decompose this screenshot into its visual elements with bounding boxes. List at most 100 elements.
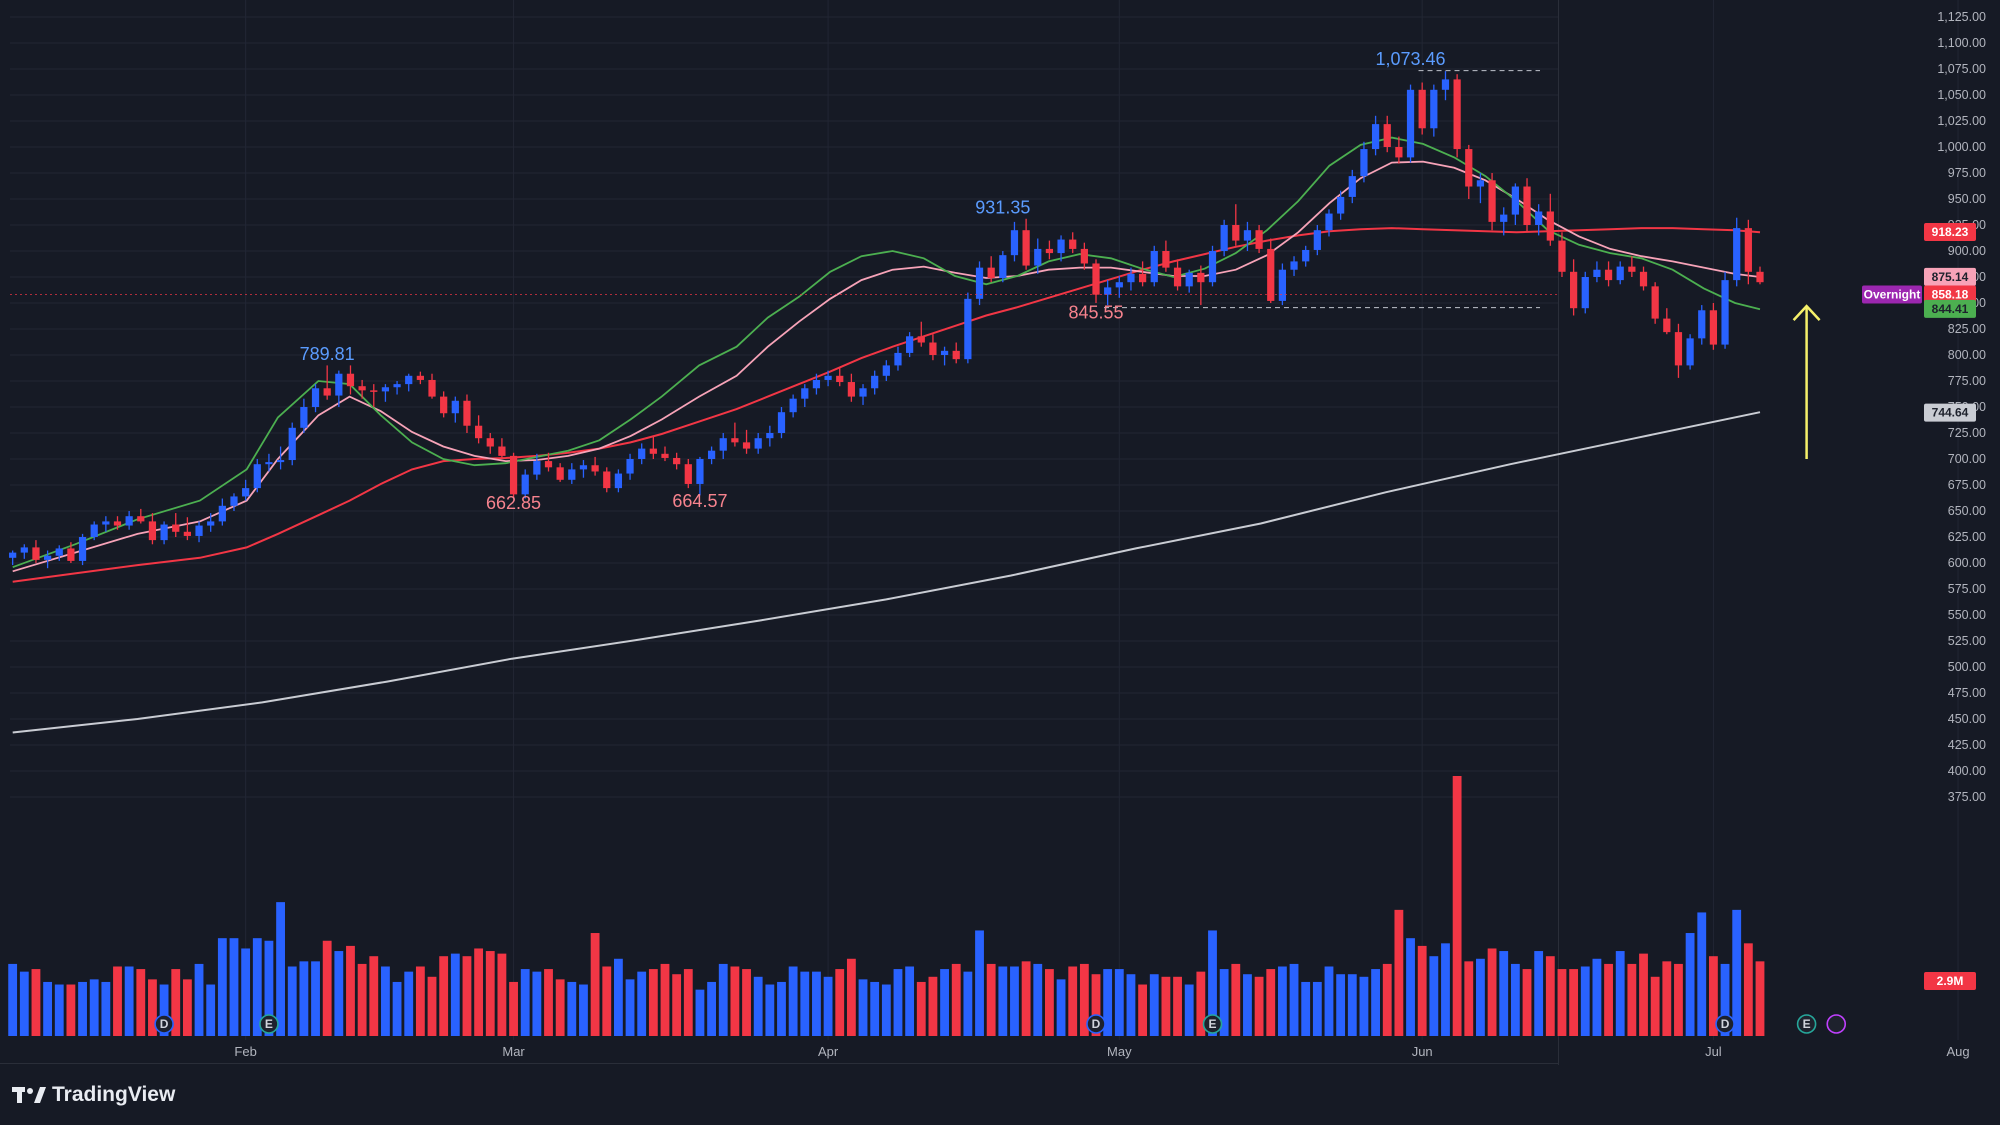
volume-bar bbox=[777, 981, 786, 1036]
overlays: 789.81 662.85 664.57 931.35 845.55 1,073.46 D E… bbox=[10, 49, 1847, 1034]
volume-bar bbox=[1114, 969, 1124, 1036]
volume-bar bbox=[916, 981, 926, 1036]
volume-bar bbox=[1126, 974, 1136, 1036]
volume-bar bbox=[730, 966, 740, 1036]
volume-bar bbox=[648, 969, 658, 1036]
volume-bar bbox=[1359, 976, 1369, 1036]
ma-fast-line bbox=[12, 136, 1761, 569]
candle-body bbox=[1138, 273, 1147, 283]
candle-body bbox=[311, 388, 320, 407]
volume-bar bbox=[1173, 976, 1182, 1036]
volume-bar bbox=[206, 984, 216, 1036]
price-label-high: 931.35 bbox=[975, 198, 1030, 218]
tradingview-logo[interactable]: TradingView bbox=[12, 1080, 175, 1110]
moving-averages bbox=[12, 136, 1761, 734]
volume-bar bbox=[1371, 969, 1380, 1036]
volume-bar bbox=[1103, 969, 1113, 1036]
volume-bar bbox=[1289, 963, 1299, 1036]
candle-body bbox=[1185, 272, 1193, 287]
candle-body bbox=[603, 471, 611, 489]
price-label-high: 1,073.46 bbox=[1375, 49, 1445, 69]
candle-body bbox=[218, 505, 226, 522]
volume-bar bbox=[823, 976, 833, 1036]
volume-bar bbox=[194, 963, 204, 1036]
volume-bar bbox=[1604, 963, 1613, 1036]
brand-name: TradingView bbox=[52, 1083, 176, 1106]
volume-bar bbox=[870, 981, 880, 1036]
month-label: Mar bbox=[502, 1044, 525, 1059]
candle-body bbox=[556, 467, 564, 480]
volume-bar bbox=[613, 958, 623, 1036]
candle-body bbox=[579, 465, 588, 470]
axis-tag-value: 858.18 bbox=[1932, 287, 1969, 301]
candle-body bbox=[1325, 213, 1333, 231]
candle-body bbox=[1232, 225, 1240, 241]
lightning-icon bbox=[1826, 1014, 1847, 1034]
volume-bar bbox=[1079, 963, 1089, 1036]
volume-bar bbox=[1231, 963, 1241, 1036]
candle-body bbox=[568, 469, 576, 480]
candle-body bbox=[125, 516, 133, 526]
candle-body bbox=[754, 438, 762, 449]
candle-body bbox=[1010, 230, 1019, 256]
volume-bar bbox=[963, 971, 973, 1036]
price-tick-label: 550.00 bbox=[1948, 608, 1986, 622]
volume-bar bbox=[1254, 976, 1264, 1036]
volume-bar bbox=[742, 969, 751, 1036]
volume-bar bbox=[1219, 969, 1229, 1036]
price-tick-label: 825.00 bbox=[1948, 322, 1986, 336]
axis-tag-value: 918.23 bbox=[1932, 225, 1969, 239]
candle-body bbox=[1208, 251, 1217, 283]
axis-tag-ma_mid bbox=[1924, 267, 1976, 286]
volume-bar bbox=[182, 979, 192, 1036]
candle-body bbox=[1651, 286, 1659, 319]
volume-bar bbox=[1708, 956, 1718, 1036]
axis-tag-value: 744.64 bbox=[1932, 406, 1969, 420]
candle-body bbox=[1406, 89, 1415, 158]
candle-body bbox=[1465, 149, 1473, 187]
candle-body bbox=[906, 336, 914, 353]
volume-bar bbox=[113, 966, 122, 1036]
axis-tag-ma_long bbox=[1924, 403, 1976, 422]
candle-body bbox=[1453, 79, 1461, 150]
volume-bar bbox=[54, 984, 64, 1036]
volume-bar bbox=[625, 979, 635, 1036]
volume-bar bbox=[311, 961, 320, 1036]
volume-bar bbox=[1569, 969, 1579, 1036]
volume-bar bbox=[334, 951, 344, 1036]
candle-body bbox=[638, 448, 646, 459]
volume-bar bbox=[427, 976, 437, 1036]
candle-body bbox=[137, 516, 145, 522]
candle-body bbox=[1546, 211, 1554, 241]
candle-body bbox=[1069, 239, 1077, 249]
price-tick-label: 1,025.00 bbox=[1937, 114, 1986, 128]
volume-bar bbox=[695, 989, 705, 1036]
volume-bar bbox=[1755, 961, 1765, 1036]
candle-body bbox=[90, 524, 98, 537]
candle-body bbox=[463, 400, 471, 426]
candle-body bbox=[509, 455, 518, 495]
time-axis[interactable]: Feb Mar Apr May Jun Jul Aug bbox=[234, 1044, 1969, 1059]
candle-body bbox=[940, 350, 949, 355]
volume-bar bbox=[1406, 938, 1415, 1036]
candle-body bbox=[1045, 248, 1054, 254]
ma-mid-line bbox=[12, 160, 1761, 573]
volume-bar bbox=[579, 984, 588, 1036]
volume-bar bbox=[800, 971, 810, 1036]
price-tick-label: 800.00 bbox=[1948, 348, 1986, 362]
candle-body bbox=[894, 352, 902, 366]
volume-bar bbox=[497, 953, 507, 1036]
volume-bar bbox=[1138, 984, 1148, 1036]
volume-bar bbox=[544, 969, 553, 1036]
price-tick-label: 525.00 bbox=[1948, 634, 1986, 648]
candle-body bbox=[32, 547, 40, 560]
candle-body bbox=[544, 461, 553, 468]
candle-body bbox=[160, 524, 168, 541]
candle-body bbox=[486, 438, 494, 447]
annotation-arrow-head bbox=[1792, 304, 1821, 321]
candle-body bbox=[1581, 277, 1589, 309]
volume-bar bbox=[450, 953, 460, 1036]
candle-body bbox=[731, 438, 739, 443]
